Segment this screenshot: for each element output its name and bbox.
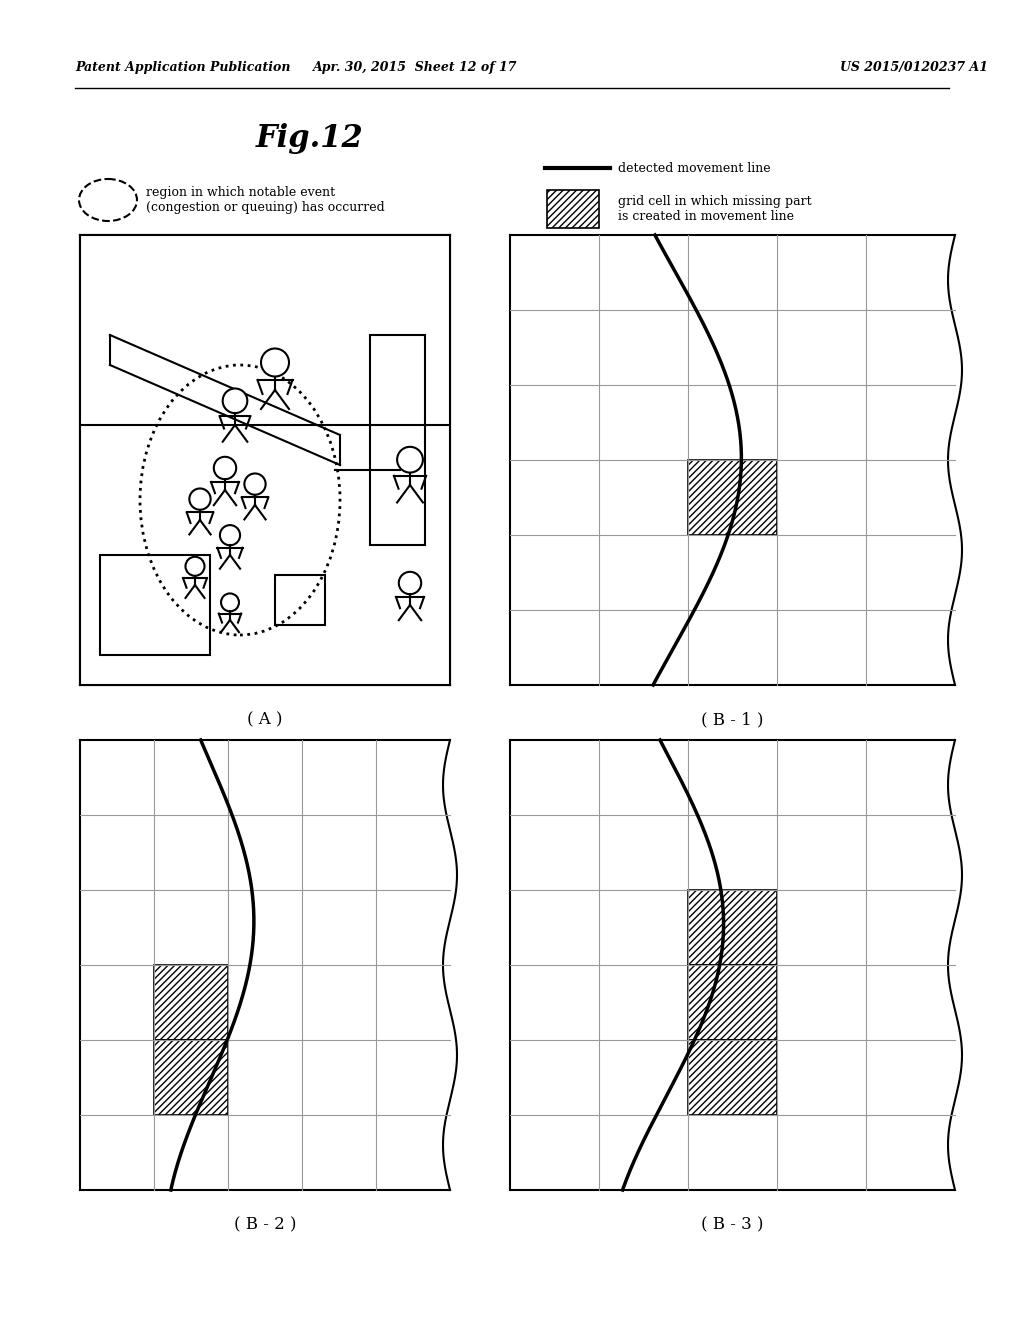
Circle shape [398, 572, 421, 594]
Circle shape [220, 525, 240, 545]
Bar [688, 965, 777, 1040]
Text: Fig.12: Fig.12 [256, 123, 364, 153]
Text: region in which notable event
(congestion or queuing) has occurred: region in which notable event (congestio… [146, 186, 385, 214]
Circle shape [245, 474, 265, 495]
Ellipse shape [79, 180, 137, 220]
Bar [370, 335, 425, 545]
Text: US 2015/0120237 A1: US 2015/0120237 A1 [840, 62, 988, 74]
Bar [154, 1040, 228, 1115]
Text: detected movement line: detected movement line [618, 161, 771, 174]
Bar [688, 890, 777, 965]
Circle shape [189, 488, 211, 510]
Circle shape [222, 388, 248, 413]
Text: ( B - 1 ): ( B - 1 ) [701, 711, 764, 729]
Text: Patent Application Publication: Patent Application Publication [75, 62, 291, 74]
Bar [688, 1040, 777, 1115]
Circle shape [214, 457, 237, 479]
Text: ( B - 2 ): ( B - 2 ) [233, 1217, 296, 1233]
Circle shape [185, 557, 205, 576]
Text: Apr. 30, 2015  Sheet 12 of 17: Apr. 30, 2015 Sheet 12 of 17 [312, 62, 517, 74]
Circle shape [221, 594, 239, 611]
Circle shape [261, 348, 289, 376]
Text: grid cell in which missing part
is created in movement line: grid cell in which missing part is creat… [618, 195, 812, 223]
Bar [547, 190, 599, 228]
Text: ( B - 3 ): ( B - 3 ) [701, 1217, 764, 1233]
Bar [154, 965, 228, 1040]
Bar [275, 576, 325, 624]
Text: ( A ): ( A ) [247, 711, 283, 729]
Bar [688, 459, 777, 535]
Bar [100, 554, 210, 655]
Circle shape [397, 446, 423, 473]
